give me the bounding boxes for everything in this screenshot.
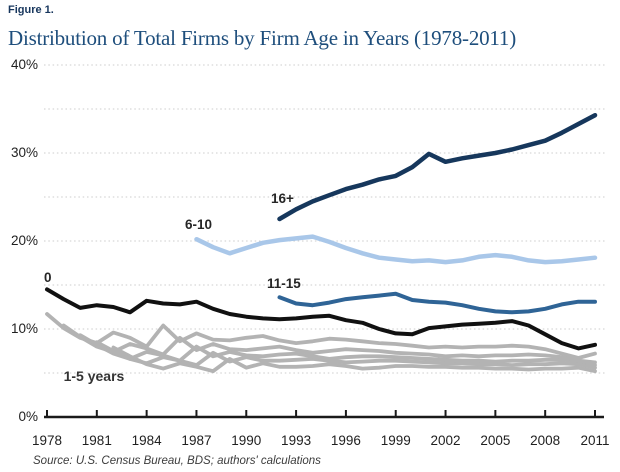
y-axis-label-10: 10% (10, 321, 38, 336)
y-axis-label-30: 30% (10, 145, 38, 160)
x-axis-label-1978: 1978 (31, 433, 63, 448)
series-line-age-11-15 (277, 291, 597, 315)
x-axis-label-2011: 2011 (580, 433, 610, 448)
chart-title: Distribution of Total Firms by Firm Age … (8, 26, 517, 50)
series-label-age-0: 0 (44, 270, 52, 286)
x-axis-label-1990: 1990 (231, 433, 262, 448)
series-label-age-6-10: 6-10 (184, 217, 212, 233)
y-axis-label-20: 20% (10, 233, 38, 248)
x-axis-label-1996: 1996 (330, 433, 361, 448)
x-axis-label-1987: 1987 (181, 433, 212, 448)
series-line-age-16plus (277, 112, 598, 222)
series-line-age-3 (78, 333, 597, 368)
x-axis-label-1993: 1993 (281, 433, 312, 448)
series-label-age-11-15: 11-15 (266, 276, 301, 292)
x-axis-label-2005: 2005 (480, 433, 511, 448)
y-axis-label-40: 40% (10, 57, 38, 72)
annotation-1-5-years: 1-5 years (63, 367, 125, 384)
series-label-age-16plus: 16+ (270, 191, 294, 206)
figure-label: Figure 1. (8, 4, 54, 16)
series-line-age-2 (61, 323, 597, 365)
x-axis-label-2002: 2002 (430, 433, 461, 448)
y-axis-label-0: 0% (18, 409, 38, 424)
x-axis-label-1981: 1981 (81, 433, 112, 448)
x-axis-label-1999: 1999 (380, 433, 411, 448)
series-line-age-6-10 (194, 234, 598, 265)
source-note: Source: U.S. Census Bureau, BDS; authors… (33, 455, 321, 467)
x-axis-label-2008: 2008 (530, 433, 561, 448)
x-axis-label-1984: 1984 (131, 433, 162, 448)
series-line-age-1 (45, 312, 597, 360)
series-line-age-0 (45, 287, 597, 351)
